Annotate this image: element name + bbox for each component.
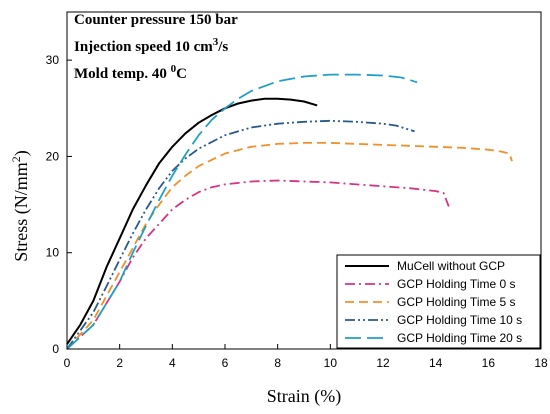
y-tick-label-10: 10 (46, 246, 60, 260)
x-tick-label-16: 16 (482, 356, 496, 370)
legend-label-1: MuCell without GCP (397, 259, 505, 273)
series-line-4 (66, 119, 415, 350)
x-tick-label-10: 10 (324, 356, 338, 370)
series-line-2 (66, 179, 450, 350)
x-tick-label-14: 14 (429, 356, 443, 370)
legend: MuCell without GCP GCP Holding Time 0 s GC… (336, 254, 541, 349)
annotation-injection-speed: Injection speed 10 cm3/s (74, 36, 228, 55)
legend-label-4: GCP Holding Time 10 s (397, 313, 522, 327)
y-tick-label-30: 30 (46, 53, 60, 67)
y-axis-title: Stress (N/mm2) (9, 150, 32, 262)
chart-annotations: Counter pressure 150 bar Injection speed… (74, 12, 238, 82)
x-tick-label-12: 12 (376, 356, 390, 370)
x-tick-label-8: 8 (274, 356, 281, 370)
legend-label-5: GCP Holding Time 20 s (397, 331, 522, 345)
plot-frame (66, 11, 542, 350)
x-tick-label-6: 6 (222, 356, 229, 370)
x-tick-label-4: 4 (169, 356, 176, 370)
x-tick-label-2: 2 (116, 356, 123, 370)
x-tick-label-18: 18 (534, 356, 548, 370)
series-line-1 (66, 97, 318, 345)
y-tick-label-20: 20 (46, 149, 60, 163)
legend-label-2: GCP Holding Time 0 s (397, 277, 516, 291)
x-tick-label-0: 0 (64, 356, 71, 370)
plot-area (66, 73, 513, 350)
axes: 0 2 4 6 8 10 12 14 16 18 0 10 20 30 (46, 11, 548, 370)
legend-box (336, 254, 541, 349)
annotation-counter-pressure: Counter pressure 150 bar (74, 12, 238, 28)
y-tick-label-0: 0 (52, 342, 59, 356)
x-axis-title: Strain (%) (267, 386, 341, 407)
annotation-mold-temp: Mold temp. 40 0C (74, 63, 187, 82)
legend-label-3: GCP Holding Time 5 s (397, 295, 516, 309)
series-line-5 (66, 73, 418, 350)
